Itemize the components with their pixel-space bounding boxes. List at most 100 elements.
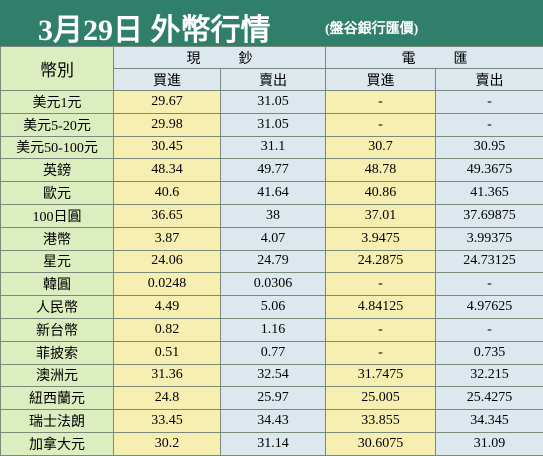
tt-buy-cell: - [326, 273, 436, 296]
currency-cell: 菲披索 [1, 341, 114, 364]
cash-buy-cell: 48.34 [114, 159, 221, 182]
tt-sell-cell: 37.69875 [436, 204, 543, 227]
tt-sell-cell: 0.735 [436, 341, 543, 364]
cash-buy-cell: 30.45 [114, 136, 221, 159]
tt-buy-cell: - [326, 113, 436, 136]
cash-sell-cell: 49.77 [221, 159, 326, 182]
page-title: 3月29日 外幣行情 [38, 5, 271, 49]
cash-buy-cell: 33.45 [114, 410, 221, 433]
cash-buy-cell: 36.65 [114, 204, 221, 227]
currency-cell: 瑞士法朗 [1, 410, 114, 433]
currency-cell: 歐元 [1, 182, 114, 205]
currency-cell: 澳洲元 [1, 364, 114, 387]
tt-sell-cell: 32.215 [436, 364, 543, 387]
cash-buy-cell: 0.51 [114, 341, 221, 364]
cash-sell-cell: 32.54 [221, 364, 326, 387]
tt-group-header: 電匯 [326, 47, 543, 69]
tt-sell-cell: 25.4275 [436, 387, 543, 410]
tt-sell-cell: 3.99375 [436, 227, 543, 250]
tt-buy-cell: - [326, 91, 436, 114]
cash-sell-header: 賣出 [221, 69, 326, 91]
cash-buy-cell: 29.98 [114, 113, 221, 136]
tt-sell-cell: 49.3675 [436, 159, 543, 182]
tt-buy-cell: 37.01 [326, 204, 436, 227]
currency-cell: 韓圓 [1, 273, 114, 296]
tt-buy-header: 買進 [326, 69, 436, 91]
currency-cell: 美元50-100元 [1, 136, 114, 159]
tt-sell-cell: 24.73125 [436, 250, 543, 273]
currency-cell: 英鎊 [1, 159, 114, 182]
rate-board: 3月29日 外幣行情 (盤谷銀行匯價) 幣別 現鈔 電匯 買進 賣出 買進 賣出… [0, 0, 543, 444]
cash-buy-cell: 24.06 [114, 250, 221, 273]
cash-sell-cell: 0.0306 [221, 273, 326, 296]
cash-sell-cell: 38 [221, 204, 326, 227]
tt-sell-cell: 4.97625 [436, 296, 543, 319]
tt-sell-cell: 41.365 [436, 182, 543, 205]
cash-sell-cell: 31.05 [221, 91, 326, 114]
cash-buy-cell: 0.82 [114, 318, 221, 341]
currency-cell: 美元1元 [1, 91, 114, 114]
tt-sell-cell: - [436, 113, 543, 136]
currency-cell: 人民幣 [1, 296, 114, 319]
cash-buy-cell: 40.6 [114, 182, 221, 205]
tt-buy-cell: 31.7475 [326, 364, 436, 387]
cash-sell-cell: 25.97 [221, 387, 326, 410]
tt-buy-cell: 25.005 [326, 387, 436, 410]
cash-buy-cell: 31.36 [114, 364, 221, 387]
tt-sell-cell: - [436, 91, 543, 114]
cash-sell-cell: 5.06 [221, 296, 326, 319]
cash-sell-cell: 31.05 [221, 113, 326, 136]
tt-buy-cell: 24.2875 [326, 250, 436, 273]
tt-buy-cell: 3.9475 [326, 227, 436, 250]
header-row-groups: 幣別 現鈔 電匯 [1, 47, 543, 69]
tt-sell-cell: 34.345 [436, 410, 543, 433]
tt-buy-cell: - [326, 318, 436, 341]
title-banner: 3月29日 外幣行情 (盤谷銀行匯價) [0, 0, 543, 46]
tt-sell-header: 賣出 [436, 69, 543, 91]
tt-buy-cell: 30.7 [326, 136, 436, 159]
currency-cell: 新台幣 [1, 318, 114, 341]
cash-buy-cell: 24.8 [114, 387, 221, 410]
cash-buy-cell: 3.87 [114, 227, 221, 250]
currency-cell: 星元 [1, 250, 114, 273]
tt-buy-cell: 40.86 [326, 182, 436, 205]
currency-cell: 港幣 [1, 227, 114, 250]
cash-buy-cell: 4.49 [114, 296, 221, 319]
tt-buy-cell: 33.855 [326, 410, 436, 433]
currency-cell: 紐西蘭元 [1, 387, 114, 410]
tt-sell-cell: - [436, 273, 543, 296]
tt-buy-cell: - [326, 341, 436, 364]
tt-buy-cell: 4.84125 [326, 296, 436, 319]
cash-sell-cell: 41.64 [221, 182, 326, 205]
cash-sell-cell: 1.16 [221, 318, 326, 341]
cash-buy-cell: 0.0248 [114, 273, 221, 296]
cash-sell-cell: 34.43 [221, 410, 326, 433]
cash-sell-cell: 4.07 [221, 227, 326, 250]
cash-sell-cell: 31.1 [221, 136, 326, 159]
currency-cell: 美元5-20元 [1, 113, 114, 136]
source-note: (盤谷銀行匯價) [325, 18, 418, 38]
currency-column-header: 幣別 [1, 47, 114, 91]
cash-buy-cell: 29.67 [114, 91, 221, 114]
currency-cell: 100日圓 [1, 204, 114, 227]
tt-sell-cell: - [436, 318, 543, 341]
cash-group-header: 現鈔 [114, 47, 326, 69]
cash-buy-header: 買進 [114, 69, 221, 91]
cash-sell-cell: 24.79 [221, 250, 326, 273]
